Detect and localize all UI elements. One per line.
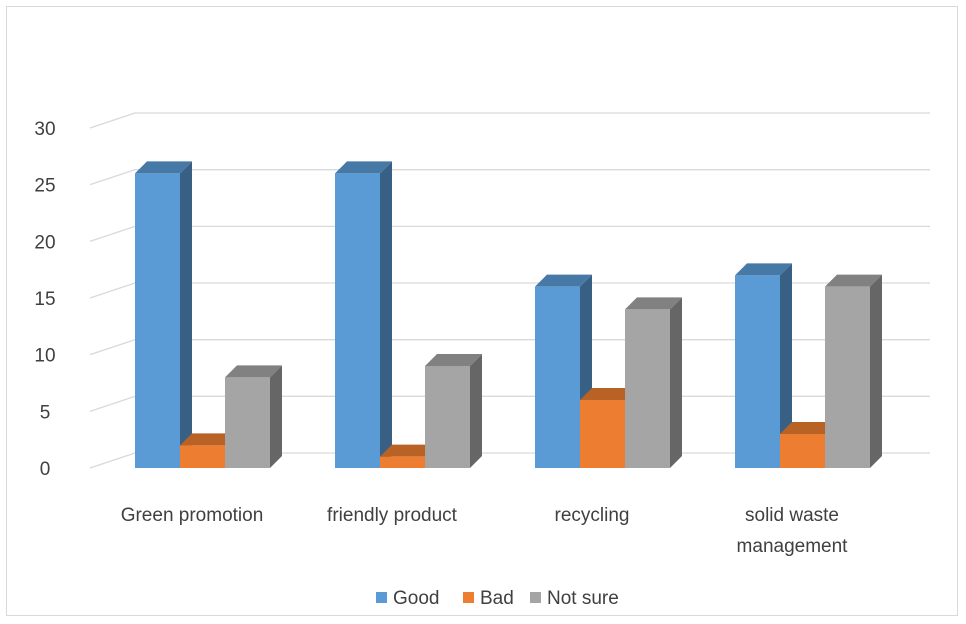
x-category-label: solid waste <box>745 505 839 526</box>
bar-front <box>625 309 670 468</box>
bar-top <box>135 161 192 174</box>
bar-front <box>780 434 825 468</box>
x-category-label: recycling <box>555 505 630 526</box>
gridline-diagonal <box>89 225 136 242</box>
y-tick-label: 30 <box>34 119 55 140</box>
y-tick-label: 15 <box>34 289 55 310</box>
bar-top <box>735 263 792 276</box>
bar-front <box>335 173 380 469</box>
bar-top <box>335 161 392 174</box>
y-tick-label: 5 <box>40 402 51 423</box>
bar-top <box>380 444 437 457</box>
legend-label: Good <box>393 588 439 609</box>
y-axis-ticks: 0 5 10 15 20 25 30 <box>34 119 55 480</box>
gridline-diagonal <box>89 282 136 299</box>
legend-swatch-good <box>376 592 387 603</box>
bar-not-sure <box>225 365 282 468</box>
legend: Good Bad Not sure <box>376 588 619 609</box>
y-tick-label: 20 <box>34 232 55 253</box>
legend-swatch-bad <box>463 592 474 603</box>
bar-side <box>470 354 482 468</box>
gridline-diagonal <box>89 452 136 469</box>
gridline-diagonal <box>89 112 136 129</box>
legend-label: Bad <box>480 588 514 609</box>
bar-not-sure <box>625 297 682 468</box>
bar-side <box>270 365 282 468</box>
bar-side <box>670 297 682 468</box>
bar-side <box>780 263 792 468</box>
x-category-label: friendly product <box>327 505 458 526</box>
bar-not-sure <box>825 274 882 468</box>
bar-front <box>180 445 225 468</box>
x-category-label: management <box>737 536 849 557</box>
gridlines <box>89 112 930 469</box>
bar-side <box>870 274 882 468</box>
bar-front <box>580 400 625 468</box>
bar-top <box>825 274 882 287</box>
legend-swatch-not-sure <box>530 592 541 603</box>
bar-good <box>735 263 792 468</box>
bar-top <box>180 433 237 446</box>
bar-top <box>425 354 482 367</box>
bar-top <box>580 388 637 401</box>
y-tick-label: 25 <box>34 176 55 197</box>
bar-front <box>380 456 425 468</box>
gridline-diagonal <box>89 169 136 186</box>
bar-good <box>335 161 392 469</box>
bar-front <box>735 275 780 468</box>
bar-front <box>225 377 270 468</box>
legend-label: Not sure <box>547 588 619 609</box>
x-axis-labels: Green promotion friendly product recycling… <box>121 505 848 557</box>
y-tick-label: 0 <box>40 459 51 480</box>
x-category-label: Green promotion <box>121 505 264 526</box>
bar-top <box>780 422 837 435</box>
bar-front <box>425 366 470 468</box>
bar-top <box>535 274 592 287</box>
bar-top <box>625 297 682 310</box>
bar-good <box>135 161 192 469</box>
bar-side <box>380 161 392 469</box>
bar-front <box>825 286 870 468</box>
bar-front <box>535 286 580 468</box>
bar-not-sure <box>425 354 482 468</box>
y-tick-label: 10 <box>34 346 55 367</box>
gridline-diagonal <box>89 395 136 412</box>
bars <box>135 161 882 469</box>
gridline-diagonal <box>89 339 136 356</box>
bar-side <box>180 161 192 469</box>
bar-top <box>225 365 282 378</box>
bar-front <box>135 173 180 469</box>
